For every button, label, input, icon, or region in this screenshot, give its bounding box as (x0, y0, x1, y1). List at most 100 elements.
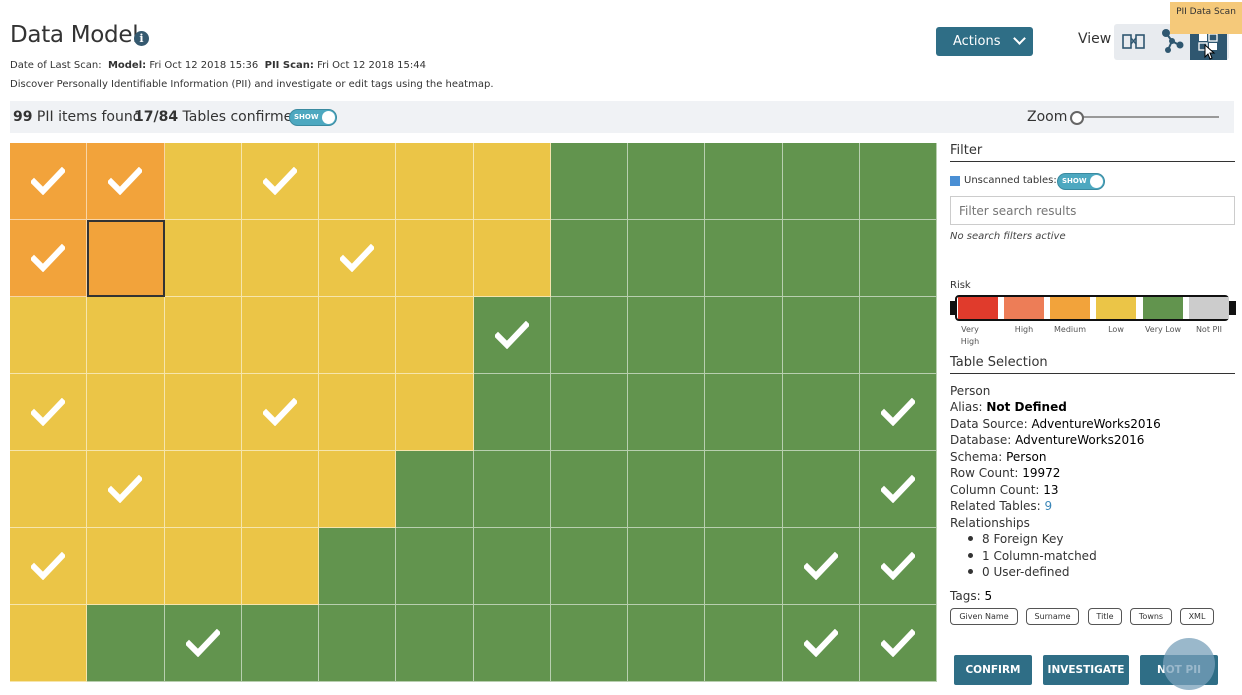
heatmap-cell[interactable] (319, 528, 397, 605)
heatmap-cell[interactable] (87, 605, 165, 682)
confirm-button[interactable]: CONFIRM (954, 655, 1032, 685)
related-tables-link[interactable]: 9 (1044, 499, 1053, 513)
heatmap-cell[interactable] (782, 528, 860, 605)
tag-chip[interactable]: Towns (1130, 608, 1172, 625)
heatmap-cell[interactable] (319, 220, 397, 297)
heatmap-cell[interactable] (859, 374, 937, 451)
heatmap-cell[interactable] (473, 605, 551, 682)
heatmap-cell[interactable] (705, 451, 783, 528)
heatmap-cell[interactable] (782, 297, 860, 374)
heatmap-cell[interactable] (550, 297, 628, 374)
heatmap-cell[interactable] (87, 528, 165, 605)
heatmap-cell[interactable] (628, 220, 706, 297)
legend-handle-left[interactable] (950, 301, 957, 315)
heatmap-cell[interactable] (550, 451, 628, 528)
heatmap-cell[interactable] (396, 374, 474, 451)
heatmap-cell[interactable] (10, 220, 88, 297)
heatmap-cell[interactable] (164, 220, 242, 297)
help-chat-bubble[interactable] (1163, 638, 1215, 690)
heatmap-cell[interactable] (550, 605, 628, 682)
heatmap-cell[interactable] (396, 220, 474, 297)
info-icon[interactable]: i (134, 31, 149, 46)
heatmap-cell[interactable] (241, 528, 319, 605)
heatmap-cell[interactable] (628, 374, 706, 451)
heatmap-cell[interactable] (473, 451, 551, 528)
heatmap-cell[interactable] (705, 220, 783, 297)
heatmap-cell[interactable] (782, 374, 860, 451)
heatmap-cell[interactable] (473, 374, 551, 451)
heatmap-cell[interactable] (10, 374, 88, 451)
heatmap-cell[interactable] (10, 451, 88, 528)
heatmap-cell[interactable] (628, 297, 706, 374)
heatmap-cell[interactable] (241, 143, 319, 220)
heatmap-cell[interactable] (10, 605, 88, 682)
heatmap-cell[interactable] (241, 374, 319, 451)
heatmap-cell[interactable] (550, 220, 628, 297)
heatmap-cell[interactable] (859, 297, 937, 374)
heatmap-cell[interactable] (628, 528, 706, 605)
heatmap-cell[interactable] (319, 143, 397, 220)
heatmap-cell[interactable] (859, 143, 937, 220)
heatmap-cell[interactable] (87, 220, 165, 297)
heatmap-cell[interactable] (782, 451, 860, 528)
mapping-view-button[interactable] (1115, 24, 1152, 60)
heatmap-cell[interactable] (782, 605, 860, 682)
heatmap-cell[interactable] (628, 451, 706, 528)
tag-chip[interactable]: Surname (1026, 608, 1079, 625)
heatmap-cell[interactable] (859, 451, 937, 528)
heatmap-cell[interactable] (628, 605, 706, 682)
heatmap-cell[interactable] (87, 297, 165, 374)
graph-view-button[interactable] (1152, 24, 1189, 60)
heatmap-cell[interactable] (10, 528, 88, 605)
heatmap-cell[interactable] (319, 605, 397, 682)
zoom-slider-track[interactable] (1077, 116, 1219, 118)
heatmap-cell[interactable] (164, 451, 242, 528)
heatmap-cell[interactable] (10, 297, 88, 374)
heatmap-cell[interactable] (164, 143, 242, 220)
heatmap-cell[interactable] (396, 451, 474, 528)
heatmap-cell[interactable] (705, 143, 783, 220)
heatmap-cell[interactable] (319, 297, 397, 374)
heatmap-cell[interactable] (782, 220, 860, 297)
tag-chip[interactable]: Title (1088, 608, 1122, 625)
investigate-button[interactable]: INVESTIGATE (1043, 655, 1129, 685)
heatmap-cell[interactable] (473, 297, 551, 374)
heatmap-cell[interactable] (319, 374, 397, 451)
filter-search-input[interactable] (950, 196, 1235, 225)
zoom-slider-handle[interactable] (1070, 111, 1084, 125)
heatmap-cell[interactable] (87, 451, 165, 528)
heatmap-cell[interactable] (628, 143, 706, 220)
heatmap-cell[interactable] (473, 143, 551, 220)
actions-button[interactable]: Actions (936, 27, 1033, 56)
heatmap-cell[interactable] (396, 605, 474, 682)
heatmap-cell[interactable] (705, 374, 783, 451)
heatmap-cell[interactable] (87, 374, 165, 451)
heatmap-cell[interactable] (705, 528, 783, 605)
heatmap-cell[interactable] (859, 220, 937, 297)
heatmap-cell[interactable] (859, 528, 937, 605)
heatmap-cell[interactable] (241, 220, 319, 297)
legend-handle-right[interactable] (1229, 301, 1236, 315)
heatmap-cell[interactable] (396, 297, 474, 374)
tag-chip[interactable]: XML (1180, 608, 1214, 625)
heatmap-cell[interactable] (164, 605, 242, 682)
heatmap-cell[interactable] (550, 528, 628, 605)
heatmap-cell[interactable] (705, 297, 783, 374)
heatmap-cell[interactable] (396, 528, 474, 605)
heatmap-cell[interactable] (550, 143, 628, 220)
heatmap-cell[interactable] (859, 605, 937, 682)
heatmap-cell[interactable] (550, 374, 628, 451)
heatmap-cell[interactable] (782, 143, 860, 220)
heatmap-cell[interactable] (164, 297, 242, 374)
heatmap-cell[interactable] (87, 143, 165, 220)
tag-chip[interactable]: Given Name (950, 608, 1018, 625)
heatmap-cell[interactable] (10, 143, 88, 220)
heatmap-cell[interactable] (473, 528, 551, 605)
heatmap-cell[interactable] (241, 605, 319, 682)
heatmap-cell[interactable] (396, 143, 474, 220)
heatmap-cell[interactable] (241, 451, 319, 528)
unscanned-show-toggle[interactable]: SHOW (1057, 173, 1105, 190)
confirmed-show-toggle[interactable]: SHOW (289, 109, 337, 126)
heatmap-cell[interactable] (705, 605, 783, 682)
heatmap-cell[interactable] (319, 451, 397, 528)
